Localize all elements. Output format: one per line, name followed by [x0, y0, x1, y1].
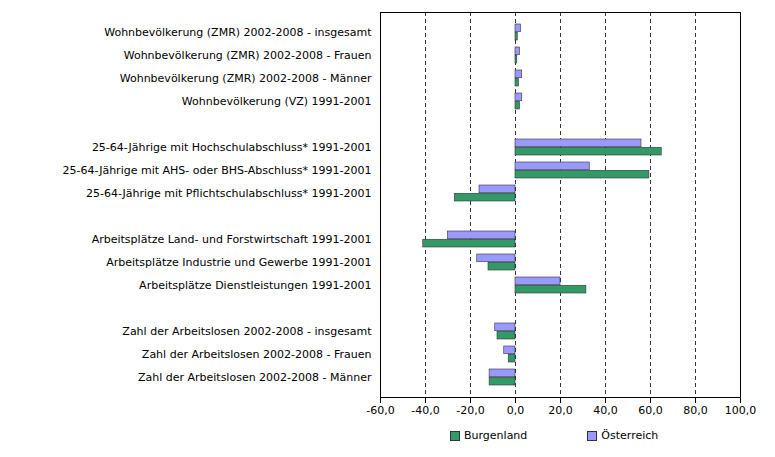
- svg-text:Arbeitsplätze Industrie und Ge: Arbeitsplätze Industrie und Gewerbe 1991…: [106, 256, 371, 269]
- svg-text:Zahl der Arbeitslosen 2002-200: Zahl der Arbeitslosen 2002-2008 - Männer: [138, 371, 372, 384]
- svg-text:Zahl der Arbeitslosen 2002-200: Zahl der Arbeitslosen 2002-2008 - insges…: [122, 325, 372, 338]
- svg-text:25-64-Jährige mit AHS- oder BH: 25-64-Jährige mit AHS- oder BHS-Abschlus…: [63, 164, 372, 177]
- svg-text:80,0: 80,0: [683, 404, 708, 417]
- svg-text:Arbeitsplätze Land- und Forstw: Arbeitsplätze Land- und Forstwirtschaft …: [92, 233, 372, 246]
- svg-text:0,0: 0,0: [507, 404, 525, 417]
- svg-text:Wohnbevölkerung (VZ) 1991-2001: Wohnbevölkerung (VZ) 1991-2001: [182, 95, 372, 108]
- svg-text:20,0: 20,0: [548, 404, 573, 417]
- svg-text:-40,0: -40,0: [411, 404, 439, 417]
- svg-text:Wohnbevölkerung (ZMR) 2002-200: Wohnbevölkerung (ZMR) 2002-2008 - Männer: [120, 72, 372, 85]
- html-text:Burgenland: Burgenland: [464, 429, 528, 442]
- svg-text:100,0: 100,0: [725, 404, 757, 417]
- svg-text:25-64-Jährige mit Hochschulabs: 25-64-Jährige mit Hochschulabschluss* 19…: [92, 141, 372, 154]
- svg-text:60,0: 60,0: [638, 404, 663, 417]
- svg-text:40,0: 40,0: [593, 404, 618, 417]
- html-text:Österreich: Österreich: [601, 429, 659, 442]
- svg-text:-60,0: -60,0: [366, 404, 394, 417]
- svg-text:Zahl der Arbeitslosen 2002-200: Zahl der Arbeitslosen 2002-2008 - Frauen: [142, 348, 372, 361]
- svg-text:25-64-Jährige mit Pflichtschul: 25-64-Jährige mit Pflichtschulabschluss*…: [86, 187, 372, 200]
- svg-text:Wohnbevölkerung (ZMR) 2002-200: Wohnbevölkerung (ZMR) 2002-2008 - insges…: [104, 26, 372, 39]
- svg-text:Wohnbevölkerung (ZMR) 2002-200: Wohnbevölkerung (ZMR) 2002-2008 - Frauen: [124, 49, 372, 62]
- svg-text:Arbeitsplätze Dienstleistungen: Arbeitsplätze Dienstleistungen 1991-2001: [139, 279, 371, 292]
- svg-text:-20,0: -20,0: [456, 404, 484, 417]
